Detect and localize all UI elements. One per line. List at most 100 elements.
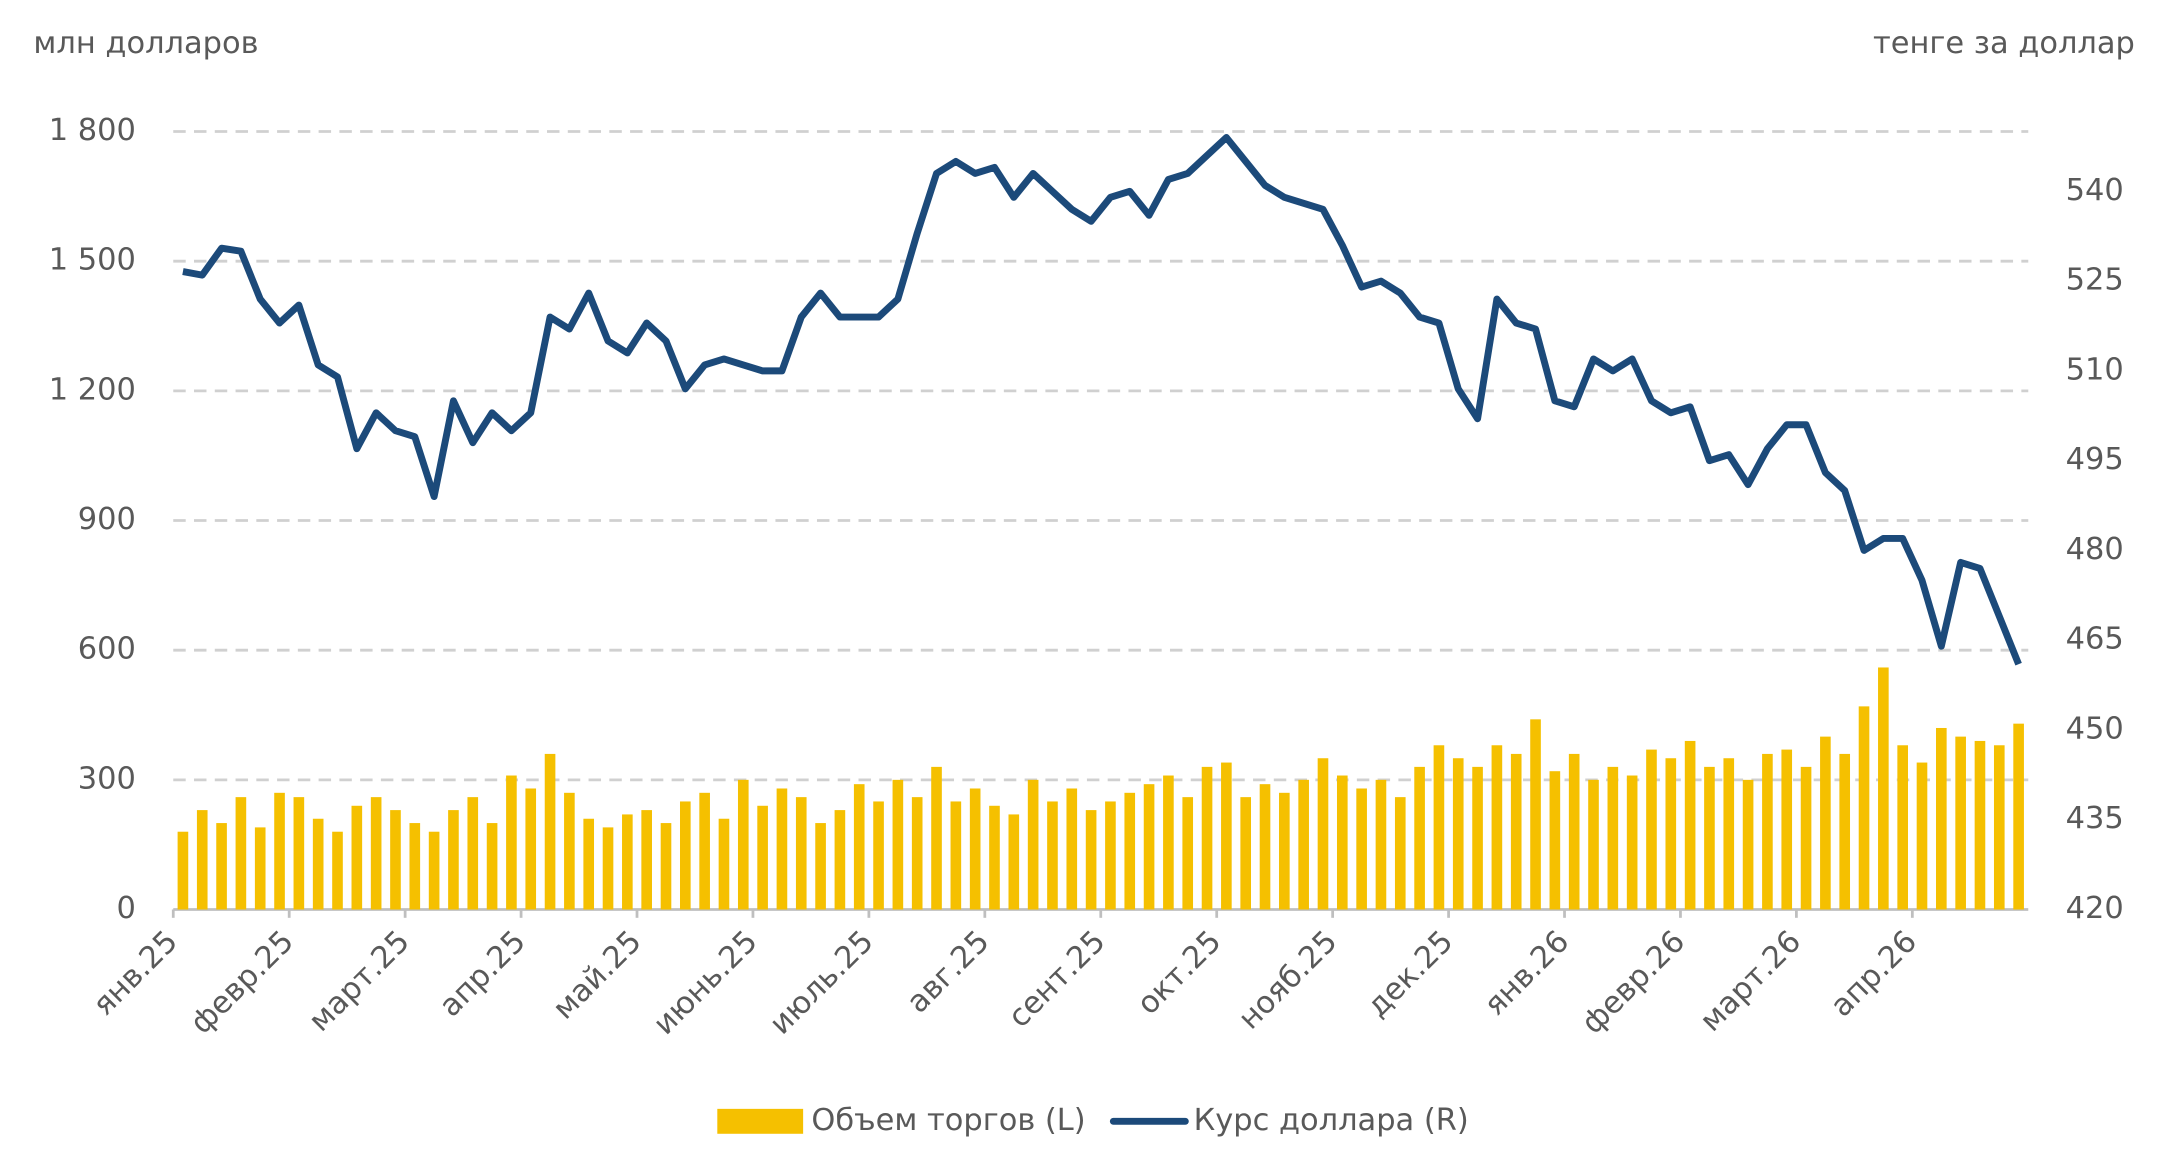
y-tick-label: 1 500 <box>49 243 136 278</box>
bar <box>776 788 788 910</box>
bar <box>506 775 517 910</box>
bar <box>1182 797 1194 910</box>
y2-tick-label: 450 <box>2066 711 2124 746</box>
bar <box>428 831 440 910</box>
x-tick-label: июнь.25 <box>647 924 765 1042</box>
bar <box>1665 758 1677 910</box>
bar <box>1163 775 1174 910</box>
bar <box>1936 727 1947 910</box>
bar <box>1452 758 1464 910</box>
bar <box>699 792 710 910</box>
bar <box>1878 667 1889 910</box>
bar <box>1549 771 1561 910</box>
bars <box>177 667 2024 910</box>
bar <box>1607 766 1619 910</box>
bar <box>293 797 305 910</box>
bar <box>1704 766 1715 910</box>
bar <box>390 810 401 910</box>
bar <box>1047 801 1058 910</box>
bar <box>254 827 266 910</box>
bar <box>583 818 595 910</box>
bar <box>1394 797 1406 910</box>
lines <box>182 134 2022 666</box>
y2-tick-label: 525 <box>2066 263 2124 298</box>
x-tick-label: авг.25 <box>900 924 996 1020</box>
bar <box>1646 749 1657 910</box>
bar <box>1085 810 1097 910</box>
bar <box>216 823 227 910</box>
x-tick-label: янв.25 <box>86 924 185 1023</box>
bar <box>1279 792 1290 910</box>
bar <box>486 823 498 910</box>
bar <box>737 779 749 910</box>
bar <box>525 788 537 910</box>
bar <box>1510 753 1522 910</box>
x-tick-label: янв.26 <box>1478 924 1577 1023</box>
bar <box>1781 749 1793 910</box>
bar <box>235 797 247 910</box>
bar <box>757 805 768 910</box>
bar <box>1742 779 1754 910</box>
bar <box>1974 740 1986 910</box>
bar <box>1375 779 1387 910</box>
bar <box>1684 740 1696 910</box>
y-tick-label: 1 800 <box>49 113 136 148</box>
bar <box>911 797 923 910</box>
bar <box>1008 814 1020 910</box>
legend-label: Курс доллара (R) <box>1194 1103 1469 1138</box>
bar <box>1143 784 1155 910</box>
y2-tick-label: 420 <box>2066 891 2124 926</box>
bar <box>1027 779 1039 910</box>
bar <box>873 801 884 910</box>
y2-tick-label: 465 <box>2066 622 2124 657</box>
bar <box>544 753 556 910</box>
y-tick-label: 1 200 <box>49 372 136 407</box>
y2-tick-label: 480 <box>2066 532 2124 567</box>
y-tick-label: 0 <box>117 891 136 926</box>
bar <box>1240 797 1252 910</box>
bar <box>795 797 807 910</box>
y2-tick-label: 540 <box>2066 173 2124 208</box>
bar <box>1414 766 1425 910</box>
bar <box>1317 758 1329 910</box>
y-axis-title: млн долларов <box>33 26 258 61</box>
bar <box>467 797 479 910</box>
x-tick-label: июль.25 <box>763 924 881 1042</box>
bar <box>1588 779 1599 910</box>
bar <box>1568 753 1580 910</box>
bar <box>989 805 1000 910</box>
bar <box>1955 736 1966 910</box>
bar <box>1105 801 1116 910</box>
bar <box>931 766 942 910</box>
bar <box>1800 766 1812 910</box>
bar <box>1491 745 1503 910</box>
bar <box>834 810 846 910</box>
x-tick-label: май.25 <box>546 924 648 1026</box>
y-tick-label: 900 <box>78 502 136 537</box>
bar <box>1626 775 1638 910</box>
bar <box>1066 788 1078 910</box>
bar <box>1530 719 1541 910</box>
bar <box>351 805 363 910</box>
y-tick-label: 300 <box>78 761 136 796</box>
y2-tick-label: 435 <box>2066 801 2124 836</box>
bar <box>1762 753 1773 910</box>
bar <box>622 814 633 910</box>
bar <box>718 818 730 910</box>
bar <box>1820 736 1831 910</box>
bar <box>1858 706 1870 910</box>
x-tick-label: окт.25 <box>1131 924 1229 1022</box>
bar <box>641 810 652 910</box>
y2-tick-label: 495 <box>2066 442 2124 477</box>
bar <box>969 788 981 910</box>
y-tick-label: 600 <box>78 632 136 667</box>
bar <box>312 818 324 910</box>
legend-swatch <box>717 1108 804 1134</box>
bar <box>1298 779 1309 910</box>
bar <box>370 797 382 910</box>
bar <box>564 792 575 910</box>
bar <box>332 831 343 910</box>
bar <box>196 810 208 910</box>
bar <box>680 801 691 910</box>
